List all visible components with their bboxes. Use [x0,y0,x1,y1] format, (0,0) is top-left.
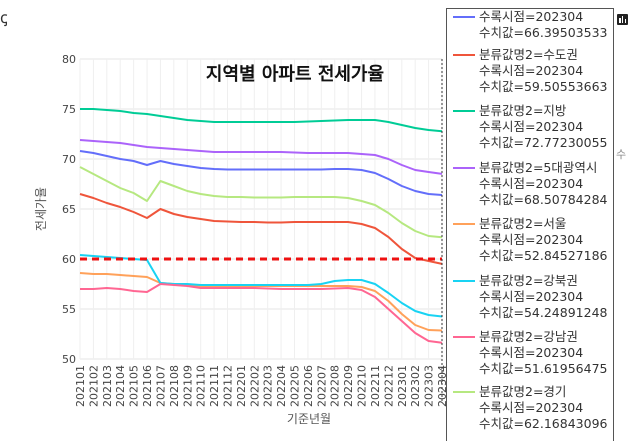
tooltip-line: 수치값=59.50553663 [479,79,608,94]
tooltip-swatch [453,391,475,393]
y-axis-title: 전세가율 [34,187,48,231]
x-tick-label: 202207 [315,365,328,407]
x-tick-label: 202105 [128,365,141,407]
tooltip-line: 수록시점=202304 [479,63,584,78]
y-tick-label: 65 [62,203,76,216]
x-tick-label: 202301 [396,365,409,407]
tooltip-line: 수치값=66.39503533 [479,25,608,40]
x-tick-label: 202212 [382,365,395,407]
tooltip-line: 수치값=72.77230055 [479,135,608,150]
y-tick-label: 70 [62,153,76,166]
x-tick-label: 202206 [302,365,315,407]
tooltip-swatch [453,167,475,169]
tooltip-line: 수치값=52.84527186 [479,248,608,263]
tooltip-line: 분류값명2=5대광역시 [447,160,613,176]
tooltip-entry: 분류값명2=지방 수록시점=202304 수치값=72.77230055 [447,103,613,151]
x-tick-label: 202211 [369,365,382,407]
tooltip-entry: 분류값명2=강남권 수록시점=202304 수치값=51.61956475 [447,329,613,377]
tooltip-swatch [453,223,475,225]
x-tick-label: 202102 [87,365,100,407]
x-tick-label: 202208 [329,365,342,407]
series-line-전국[interactable] [79,150,443,196]
grid [79,58,443,360]
tooltip-line: 수록시점=202304 [479,176,584,191]
tooltip-line: 수록시점=202304 [479,232,584,247]
tooltip-entry: 분류값명2=수도권 수록시점=202304 수치값=59.50553663 [447,47,613,95]
tooltip-entry: 분류값명2=5대광역시 수록시점=202304 수치값=68.50784284 [447,160,613,208]
x-tick-label: 202209 [342,365,355,407]
tooltip-line: 분류값명2=강남권 [447,329,613,345]
x-tick-label: 202112 [221,365,234,407]
bar-chart-icon[interactable] [617,14,628,25]
series-lines [79,108,443,344]
x-tick-label: 202210 [356,365,369,407]
series-line-강남권[interactable] [80,283,443,344]
y-tick-label: 75 [62,103,76,116]
x-tick-label: 202110 [195,365,208,407]
tooltip-line: 분류값명2=지방 [447,103,613,119]
x-tick-label: 202108 [168,365,181,407]
tooltip-entry: 수록시점=202304 수치값=66.39503533 [447,9,613,41]
series-line-수도권[interactable] [79,193,443,265]
x-tick-label: 202302 [409,365,422,407]
tooltip-line: 수록시점=202304 [479,289,584,304]
tooltip-line: 수록시점=202304 [479,119,584,134]
tooltip-entry: 분류값명2=서울 수록시점=202304 수치값=52.84527186 [447,216,613,264]
side-glyph: 수 [616,148,627,161]
tooltip-swatch [453,280,475,282]
tooltip-entry: 분류값명2=강북권 수록시점=202304 수치값=54.24891248 [447,273,613,321]
tooltip-line: 분류값명2=서울 [447,216,613,232]
x-tick-label: 202303 [423,365,436,407]
series-line-서울[interactable] [79,272,443,332]
x-tick-label: 202304 [436,365,449,407]
x-tick-label: 202201 [235,365,248,407]
tooltip-swatch [453,336,475,338]
y-tick-label: 55 [62,303,76,316]
series-line-지방[interactable] [80,108,443,133]
tooltip-line: 수치값=51.61956475 [479,361,608,376]
x-axis-ticks: 202101 202102 202103 202104 202105 202106 2021… [74,365,449,407]
tooltip-line: 수치값=54.24891248 [479,305,608,320]
tooltip-line: 분류값명2=경기 [447,384,613,400]
tooltip-line: 수록시점=202304 [479,400,584,415]
x-tick-label: 202104 [114,365,127,407]
x-tick-label: 202111 [208,365,221,407]
tooltip-line: 분류값명2=강북권 [447,273,613,289]
x-tick-label: 202106 [141,365,154,407]
tooltip-swatch [453,16,475,18]
x-axis-title: 기준년월 [287,412,331,426]
hover-tooltip: 수록시점=202304 수치값=66.39503533 분류값명2=수도권 수록시점=… [446,8,614,441]
x-tick-label: 202109 [181,365,194,407]
series-line-5대광역시[interactable] [79,139,443,175]
x-tick-label: 202205 [289,365,302,407]
x-tick-label: 202101 [74,365,87,407]
tooltip-line: 수록시점=202304 [447,9,613,25]
x-tick-label: 202103 [101,365,114,407]
chart-title: 지역별 아파트 전세가율 [206,64,384,85]
tooltip-line: 분류값명2=수도권 [447,47,613,63]
tooltip-line: 수치값=68.50784284 [479,192,608,207]
tooltip-line: 수치값=62.16843096 [479,416,608,431]
y-tick-label: 60 [62,253,76,266]
corner-glyph: ꞔ [0,8,8,27]
x-tick-label: 202202 [248,365,261,407]
y-tick-label: 80 [62,53,76,66]
tooltip-swatch [453,110,475,112]
y-tick-label: 50 [62,353,76,366]
tooltip-line: 수록시점=202304 [479,345,584,360]
x-tick-label: 202204 [275,365,288,407]
x-tick-label: 202203 [262,365,275,407]
tooltip-swatch [453,54,475,56]
tooltip-entry: 분류값명2=경기 수록시점=202304 수치값=62.16843096 [447,384,613,432]
series-line-경기[interactable] [79,166,443,239]
y-axis-ticks: 50 55 60 65 70 75 80 [62,53,76,366]
x-tick-label: 202107 [154,365,167,407]
